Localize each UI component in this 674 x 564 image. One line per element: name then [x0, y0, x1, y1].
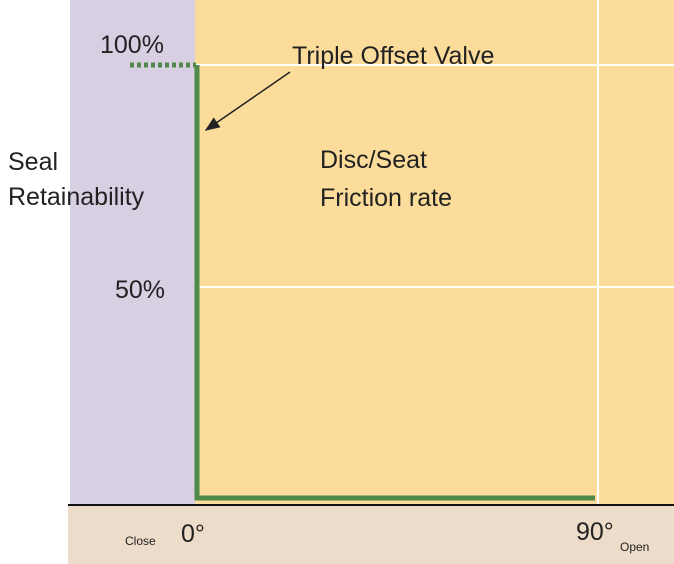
- y-title: Retainability: [8, 183, 145, 211]
- x-start-note: Close: [125, 534, 156, 548]
- bottom-strip: [68, 505, 674, 564]
- seal-zone: [70, 0, 195, 505]
- valve-curve: [194, 65, 595, 501]
- x-end: 90°: [576, 518, 614, 546]
- region-label: Disc/Seat: [320, 146, 427, 174]
- y-title: Seal: [8, 148, 58, 176]
- region-label: Friction rate: [320, 184, 452, 212]
- annotation: Triple Offset Valve: [292, 42, 494, 70]
- x-start: 0°: [181, 520, 205, 548]
- annotation-arrow: [204, 71, 291, 131]
- friction-zone: [195, 0, 674, 505]
- x-end-note: Open: [620, 540, 649, 554]
- tick-mid: 50%: [115, 276, 165, 304]
- tick-top: 100%: [100, 31, 164, 59]
